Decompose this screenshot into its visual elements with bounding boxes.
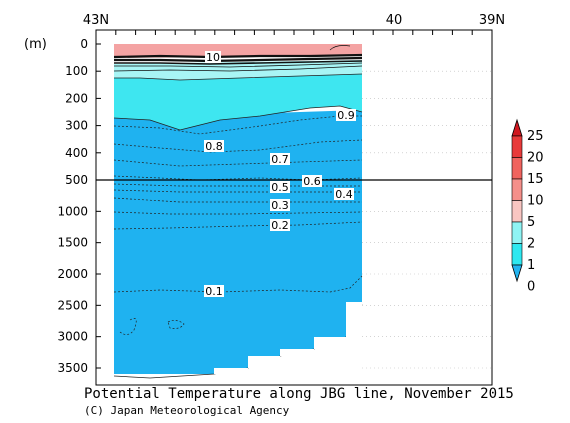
svg-text:0.1: 0.1	[205, 285, 223, 298]
svg-text:0.6: 0.6	[303, 175, 321, 188]
contour-label-0.2: 0.2	[270, 219, 290, 232]
chart-credit: (C) Japan Meteorological Agency	[84, 404, 290, 417]
y-tick-label-1000: 1000	[57, 204, 88, 218]
colorbar-label-10: 10	[527, 194, 544, 209]
y-tick-label-0: 0	[80, 37, 88, 51]
gridlines	[362, 70, 492, 369]
fill-band-1-2	[114, 68, 362, 130]
colorbar-cap-bottom	[511, 264, 523, 283]
y-tick-label-1500: 1500	[57, 236, 88, 250]
colorbar-segment-4	[511, 200, 523, 223]
y-tick-label-100: 100	[65, 64, 88, 78]
plot-area	[95, 29, 493, 386]
x-axis: 43N 40 39N	[83, 13, 505, 35]
solid-contours	[113, 73, 363, 131]
x-tick-label-39N: 39N	[479, 13, 505, 28]
contour-label-0.8: 0.8	[204, 140, 224, 153]
colorbar-segment-5	[511, 221, 523, 244]
svg-text:0.4: 0.4	[335, 188, 353, 201]
fill-band-warm	[114, 44, 362, 58]
contour-label-0.7: 0.7	[270, 153, 290, 166]
svg-text:0.7: 0.7	[271, 153, 289, 166]
colorbar-label-15: 15	[527, 172, 544, 187]
colorbar-cap-top	[511, 118, 523, 137]
colorbar-label-25: 25	[527, 129, 544, 144]
colorbar-segment-2	[511, 157, 523, 180]
svg-text:0.3: 0.3	[271, 199, 289, 212]
y-axis: (m) 0 100 200 300 400 500 1000 1500 2000 2500 3000…	[24, 37, 101, 375]
y-tick-label-3000: 3000	[57, 330, 88, 344]
y-tick-label-200: 200	[65, 91, 88, 105]
colorbar-label-2: 2	[527, 237, 535, 252]
colorbar-segment-6	[511, 243, 523, 266]
svg-text:0.2: 0.2	[271, 219, 289, 232]
y-unit-label: (m)	[24, 37, 47, 52]
colorbar-label-1: 1	[527, 258, 535, 273]
contour-labels: 10 0.9 0.8 0.7 0.6 0.5 0.4 0.3 0.2 0.1	[204, 51, 356, 298]
y-tick-label-300: 300	[65, 119, 88, 133]
fill-band-deep	[114, 110, 362, 374]
chart-title: Potential Temperature along JBG line, No…	[84, 386, 514, 402]
x-tick-label-43N: 43N	[83, 13, 109, 28]
colorbar-segment-1	[511, 135, 523, 158]
colorbar-label-0: 0	[527, 280, 535, 295]
colorbar-segment-3	[511, 178, 523, 201]
y-tick-label-400: 400	[65, 146, 88, 160]
contour-label-0.1: 0.1	[204, 285, 224, 298]
colorbar-label-5: 5	[527, 215, 535, 230]
svg-text:0.8: 0.8	[205, 140, 223, 153]
contour-label-10: 10	[205, 51, 221, 64]
contour-label-0.4: 0.4	[334, 188, 354, 201]
seafloor-blocks	[214, 302, 362, 374]
y-tick-label-2000: 2000	[57, 267, 88, 281]
contour-label-0.3: 0.3	[270, 199, 290, 212]
dashed-contours	[113, 115, 363, 335]
y-tick-label-3500: 3500	[57, 361, 88, 375]
thermocline-lines	[113, 45, 363, 72]
contour-label-0.5: 0.5	[270, 181, 290, 194]
svg-text:0.9: 0.9	[337, 109, 355, 122]
contour-label-0.9: 0.9	[336, 109, 356, 122]
svg-text:10: 10	[206, 51, 220, 64]
y-tick-label-500: 500	[65, 173, 88, 187]
x-tick-label-40: 40	[386, 13, 403, 28]
colorbar-label-20: 20	[527, 151, 544, 166]
y-tick-label-2500: 2500	[57, 298, 88, 312]
contour-label-0.6: 0.6	[302, 175, 322, 188]
svg-text:0.5: 0.5	[271, 181, 289, 194]
